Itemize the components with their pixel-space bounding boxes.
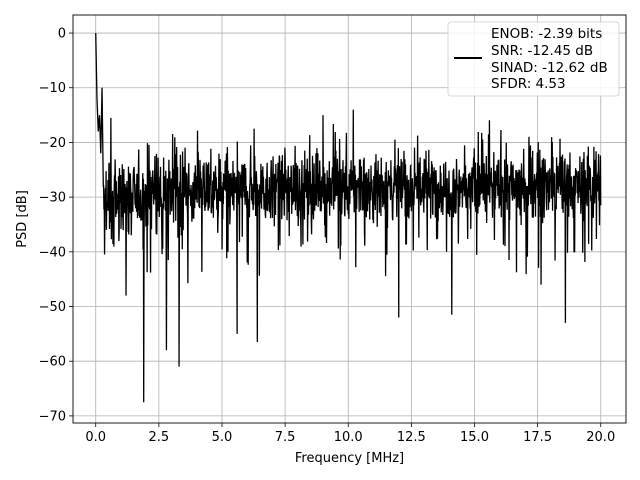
x-tick-label: 0.0 bbox=[85, 430, 106, 445]
legend: ENOB: -2.39 bits SNR: -12.45 dB SINAD: -… bbox=[447, 21, 620, 97]
legend-entry: SNR: -12.45 dB bbox=[491, 43, 593, 59]
legend-entry: SFDR: 4.53 bbox=[491, 76, 566, 92]
x-tick-label: 5.0 bbox=[212, 430, 233, 445]
x-tick-label: 15.0 bbox=[460, 430, 489, 445]
x-tick-label: 2.5 bbox=[149, 430, 170, 445]
legend-entry: ENOB: -2.39 bits bbox=[491, 26, 602, 42]
y-tick-label: −60 bbox=[39, 355, 66, 370]
x-tick-label: 17.5 bbox=[523, 430, 552, 445]
y-tick-label: 0 bbox=[58, 27, 66, 42]
y-tick-label: −70 bbox=[39, 409, 66, 424]
x-tick-label: 7.5 bbox=[275, 430, 296, 445]
legend-entry: SINAD: -12.62 dB bbox=[491, 60, 608, 76]
plot-frame bbox=[72, 14, 627, 424]
y-tick-label: −30 bbox=[39, 191, 66, 206]
y-tick-label: −20 bbox=[39, 136, 66, 151]
psd-series-line bbox=[95, 33, 602, 403]
x-axis-label: Frequency [MHz] bbox=[295, 451, 404, 466]
plot-area bbox=[95, 33, 602, 403]
x-tick-label: 12.5 bbox=[397, 430, 426, 445]
x-axis-ticks: 0.0 2.5 5.0 7.5 10.0 12.5 15.0 17.5 20.0 bbox=[85, 423, 615, 445]
y-tick-label: −40 bbox=[39, 245, 66, 260]
x-tick-label: 20.0 bbox=[586, 430, 615, 445]
x-tick-label: 10.0 bbox=[334, 430, 363, 445]
y-axis-label: PSD [dB] bbox=[15, 190, 30, 248]
y-tick-label: −50 bbox=[39, 300, 66, 315]
y-tick-label: −10 bbox=[39, 81, 66, 96]
y-axis-ticks: 0 −10 −20 −30 −40 −50 −60 −70 bbox=[39, 27, 73, 424]
legend-box bbox=[447, 21, 620, 97]
